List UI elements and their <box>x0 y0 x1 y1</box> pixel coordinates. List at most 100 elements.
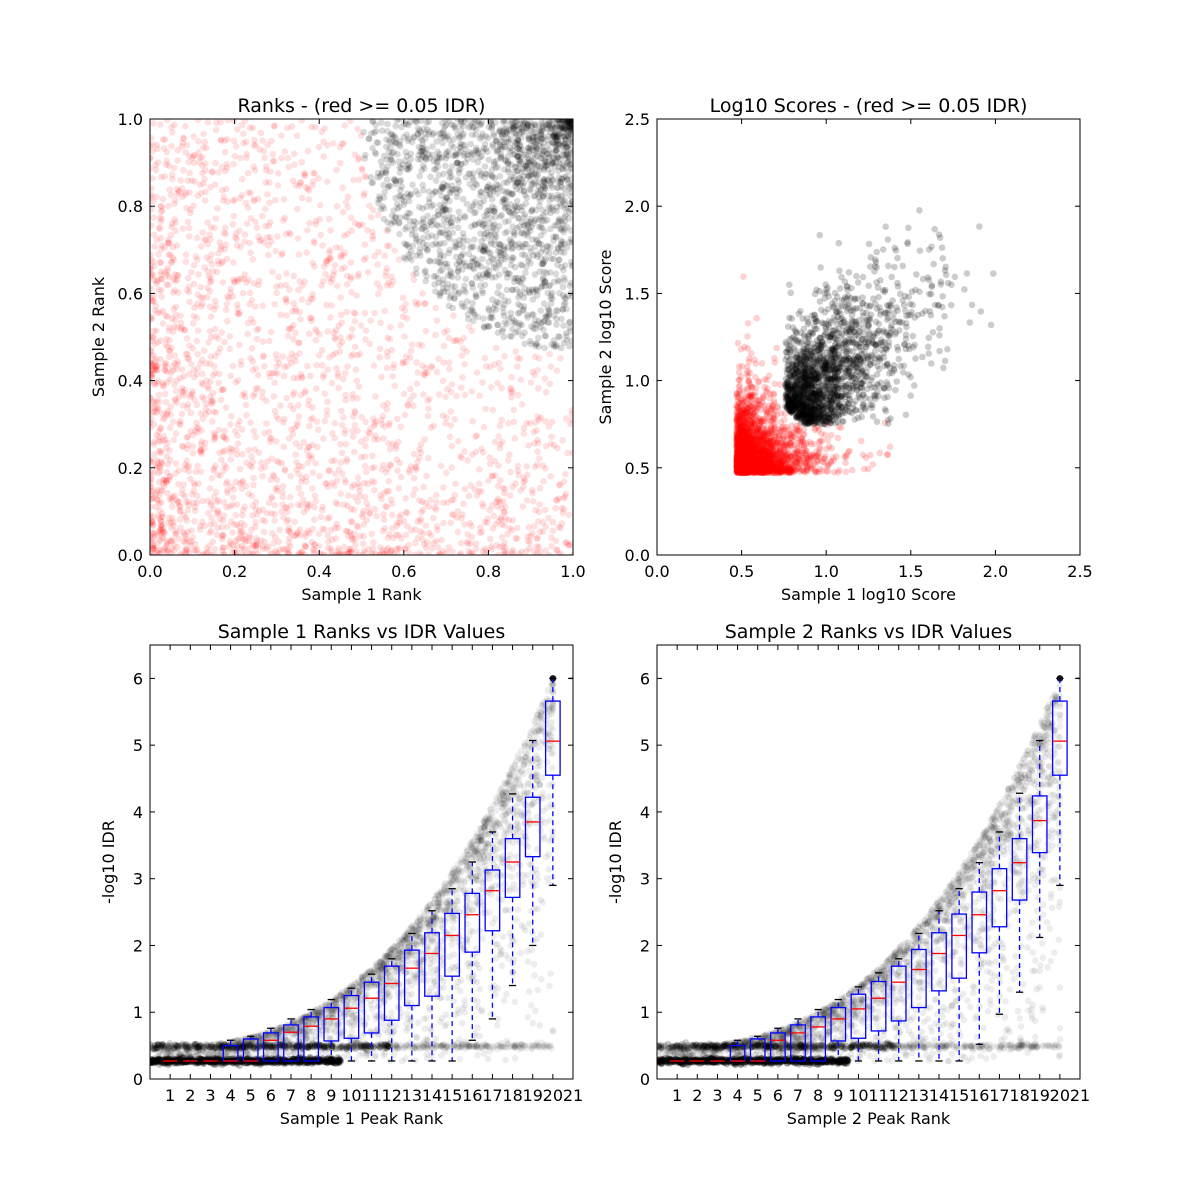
red-point <box>260 353 267 361</box>
red-point <box>527 532 534 540</box>
red-point <box>337 251 345 259</box>
red-point <box>323 257 331 265</box>
red-point <box>180 538 188 545</box>
red-point <box>158 276 166 283</box>
red-point <box>157 424 164 432</box>
red-point <box>212 126 220 134</box>
red-point <box>354 480 362 488</box>
red-point <box>173 185 181 193</box>
red-point <box>169 254 177 261</box>
red-point <box>336 348 344 355</box>
red-point <box>158 203 165 210</box>
black-point <box>558 123 566 130</box>
red-point <box>180 530 188 538</box>
red-point <box>365 545 372 553</box>
red-point <box>233 446 240 453</box>
red-point <box>564 541 572 549</box>
black-point <box>437 289 445 296</box>
red-point <box>357 438 365 445</box>
red-point <box>526 419 534 427</box>
red-point <box>168 503 176 511</box>
red-point <box>433 317 441 324</box>
red-point <box>529 530 536 537</box>
red-point <box>465 323 473 330</box>
red-point <box>837 424 845 432</box>
red-point <box>213 531 221 539</box>
red-point <box>256 237 263 245</box>
red-point <box>466 550 474 555</box>
red-point <box>461 521 468 528</box>
black-point <box>425 130 433 138</box>
red-point <box>167 191 175 199</box>
red-point <box>371 479 378 486</box>
red-point <box>400 390 408 398</box>
black-point <box>384 226 392 233</box>
red-point <box>202 144 210 152</box>
red-point <box>494 379 502 387</box>
red-point <box>159 307 167 315</box>
red-point <box>496 444 504 452</box>
black-point <box>533 292 541 299</box>
red-point <box>424 412 432 420</box>
red-point <box>428 364 436 371</box>
black-point <box>454 268 462 276</box>
red-point <box>331 334 339 341</box>
red-point <box>421 541 428 548</box>
red-point <box>468 522 475 530</box>
red-point <box>356 487 363 495</box>
red-point <box>501 508 508 516</box>
red-point <box>369 452 376 460</box>
red-point <box>546 380 554 388</box>
red-point <box>535 416 543 424</box>
red-point <box>180 481 188 488</box>
red-point <box>204 383 211 390</box>
red-point <box>198 450 206 457</box>
red-point <box>483 519 491 526</box>
red-point <box>296 308 303 316</box>
red-point <box>313 362 321 369</box>
red-point <box>545 514 552 522</box>
red-point <box>221 427 229 435</box>
red-point <box>418 551 425 555</box>
red-point <box>155 224 163 232</box>
red-point <box>157 355 164 363</box>
red-point <box>347 532 355 539</box>
red-point <box>211 224 218 232</box>
red-point <box>368 530 376 538</box>
red-point <box>156 467 164 475</box>
red-point <box>150 545 157 553</box>
black-point <box>475 272 483 279</box>
red-point <box>165 353 173 361</box>
red-point <box>229 541 237 548</box>
red-point <box>238 545 245 552</box>
red-point <box>207 353 214 360</box>
red-point <box>338 407 345 415</box>
red-point <box>241 231 249 238</box>
red-point <box>191 547 198 554</box>
red-point <box>199 356 206 364</box>
red-point <box>185 501 193 509</box>
black-point <box>558 226 565 234</box>
red-point <box>229 494 237 501</box>
red-point <box>323 411 331 419</box>
red-point <box>288 324 295 332</box>
red-point <box>333 477 341 484</box>
black-point <box>515 215 522 222</box>
red-point <box>395 514 403 521</box>
red-point <box>198 153 206 161</box>
black-point <box>506 270 513 277</box>
red-point <box>501 547 508 555</box>
red-point <box>280 415 288 423</box>
red-point <box>531 463 539 471</box>
black-point <box>468 280 476 288</box>
red-point <box>404 522 411 530</box>
red-point <box>458 352 466 359</box>
black-point <box>503 228 511 235</box>
red-point <box>190 261 198 269</box>
red-point <box>178 324 185 331</box>
red-point <box>348 332 356 340</box>
red-point <box>297 551 305 555</box>
black-point <box>392 122 400 130</box>
red-point <box>153 236 161 244</box>
red-point <box>296 182 303 190</box>
